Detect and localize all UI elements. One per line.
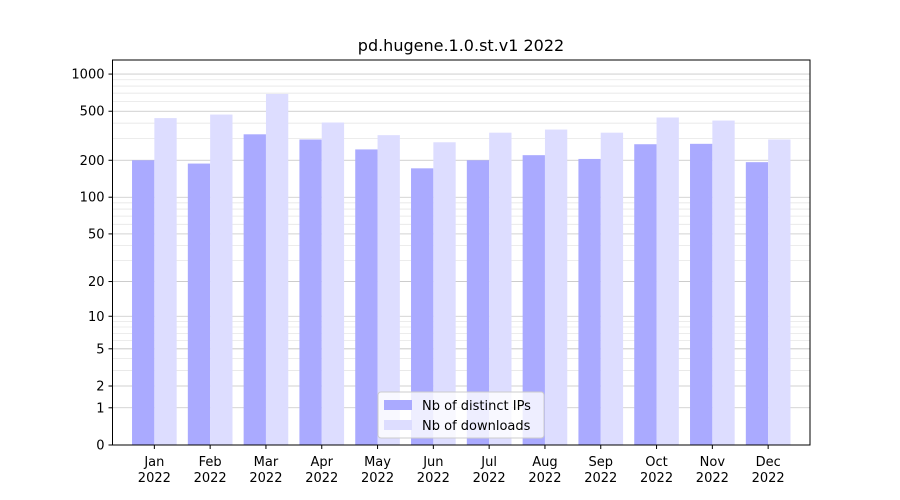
bar-distinct-ips (466, 160, 490, 445)
chart-title: pd.hugene.1.0.st.v1 2022 (358, 36, 564, 55)
x-tick-label: Jan 2022 (138, 455, 171, 486)
y-tick-label: 1000 (71, 68, 104, 83)
bar-downloads (656, 117, 679, 445)
x-tick-label: Aug 2022 (528, 455, 561, 486)
bar-downloads (489, 132, 512, 446)
y-tick-label: 50 (88, 227, 105, 242)
bar-downloads (433, 142, 456, 445)
legend-box (377, 391, 545, 439)
legend-swatch (384, 400, 412, 410)
bar-distinct-ips (522, 155, 545, 446)
x-tick-label: Dec 2022 (752, 455, 785, 486)
bar-downloads (544, 129, 568, 445)
legend-swatch (384, 420, 412, 430)
x-tick-label: Oct 2022 (640, 455, 673, 486)
y-tick-label: 0 (96, 439, 104, 454)
x-tick-label: Feb 2022 (194, 455, 227, 486)
y-tick-label: 1 (96, 401, 104, 416)
plot-frame (112, 59, 811, 446)
x-tick-label: Mar 2022 (249, 455, 282, 486)
y-tick-label: 100 (80, 191, 105, 206)
bar-distinct-ips (745, 162, 769, 445)
bar-downloads (154, 118, 177, 445)
x-tick-label: Sep 2022 (584, 455, 617, 486)
bar-downloads (712, 120, 735, 445)
bar-downloads (377, 135, 400, 445)
y-axis: 0 1 2 5 10 20 50 100 200 500 1000 (71, 68, 113, 454)
legend-label: Nb of downloads (422, 419, 531, 434)
bar-distinct-ips (132, 160, 155, 445)
y-tick-label: 10 (88, 310, 105, 325)
y-tick-label: 5 (96, 342, 104, 357)
bar-downloads (600, 132, 624, 446)
y-tick-label: 20 (88, 275, 105, 290)
bars (132, 93, 791, 446)
y-tick-label: 500 (80, 105, 105, 120)
bar-distinct-ips (690, 143, 713, 446)
bar-downloads (768, 139, 791, 445)
bar-downloads (210, 114, 233, 446)
legend: Nb of distinct IPs Nb of downloads (377, 391, 545, 439)
x-tick-label: Nov 2022 (696, 455, 729, 486)
x-tick-label: May 2022 (361, 455, 394, 486)
bar-downloads (265, 93, 289, 445)
bar-distinct-ips (634, 144, 657, 446)
y-tick-label: 2 (96, 380, 104, 395)
bar-downloads (321, 122, 345, 446)
x-tick-label: Jul 2022 (473, 455, 506, 486)
bar-distinct-ips (355, 149, 378, 445)
x-tick-label: Jun 2022 (417, 455, 450, 486)
x-tick-label: Apr 2022 (305, 455, 338, 486)
bar-distinct-ips (187, 163, 211, 445)
bar-distinct-ips (411, 168, 434, 445)
bar-distinct-ips (299, 139, 322, 445)
bar-distinct-ips (578, 158, 601, 445)
legend-label: Nb of distinct IPs (422, 399, 531, 414)
y-tick-label: 200 (80, 154, 105, 169)
x-axis: Jan 2022 Feb 2022 Mar 2022 Apr 2022 May 2022 Jun 20… (138, 445, 785, 486)
bar-distinct-ips (243, 134, 266, 445)
